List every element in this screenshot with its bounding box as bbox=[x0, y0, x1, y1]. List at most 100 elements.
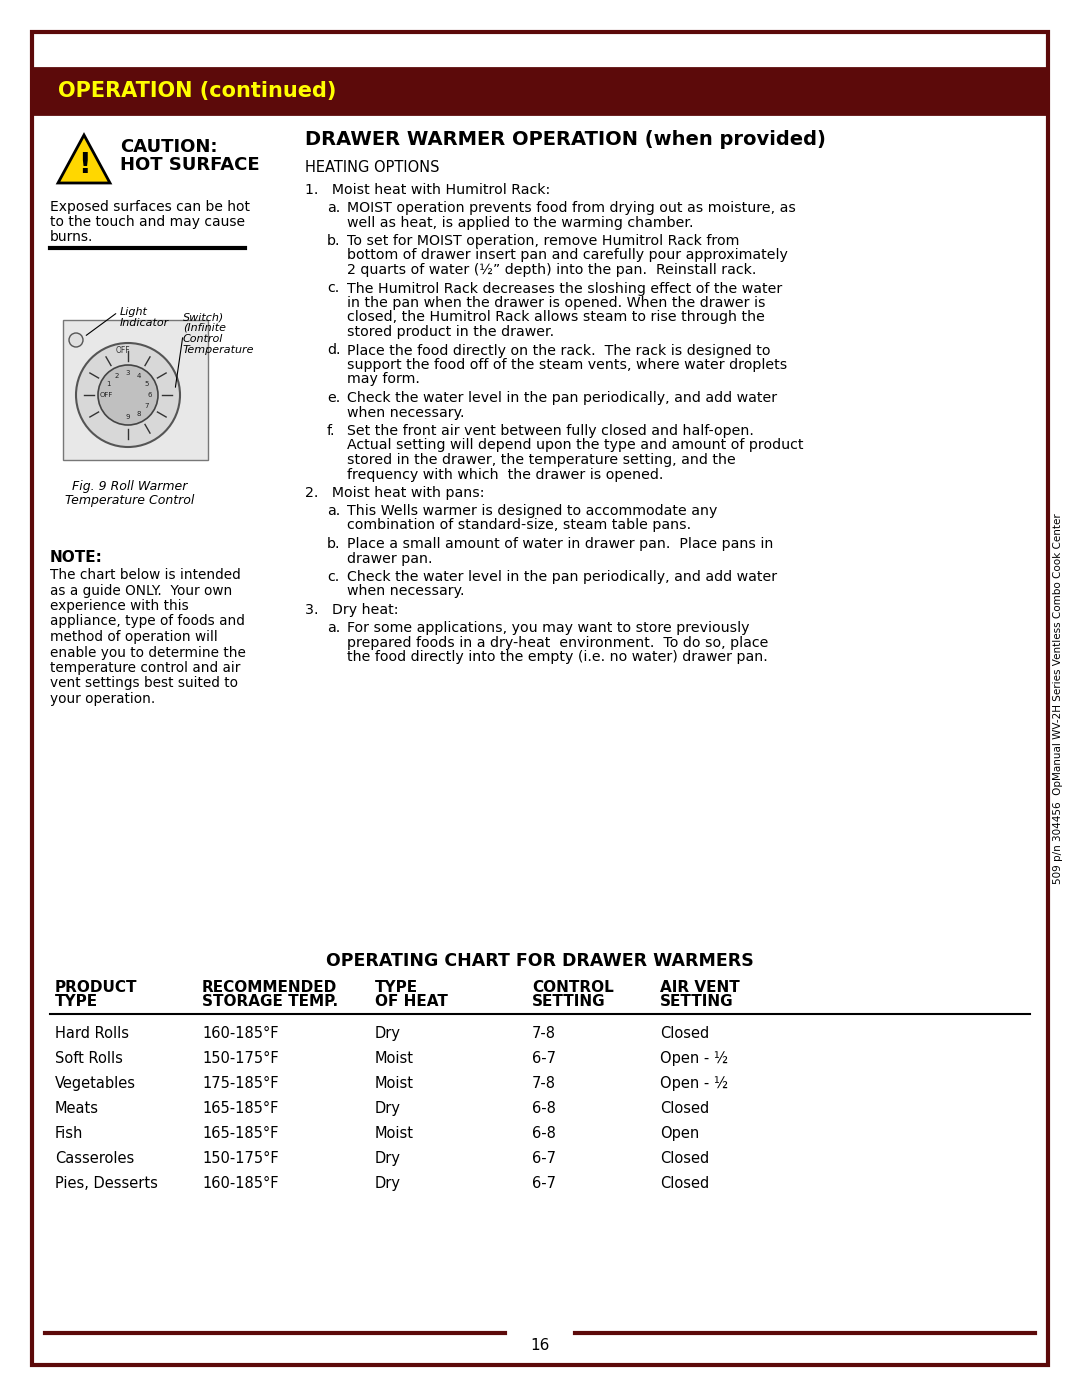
Text: Moist: Moist bbox=[375, 1126, 414, 1141]
Text: CAUTION:: CAUTION: bbox=[120, 138, 217, 156]
Text: RECOMMENDED: RECOMMENDED bbox=[202, 981, 337, 995]
Text: burns.: burns. bbox=[50, 231, 93, 244]
Text: Moist: Moist bbox=[375, 1051, 414, 1066]
Text: 165-185°F: 165-185°F bbox=[202, 1126, 279, 1141]
Text: 5: 5 bbox=[145, 381, 149, 387]
Text: CONTROL: CONTROL bbox=[532, 981, 613, 995]
Text: c.: c. bbox=[327, 282, 339, 296]
Text: Moist: Moist bbox=[375, 1076, 414, 1091]
Text: OPERATING CHART FOR DRAWER WARMERS: OPERATING CHART FOR DRAWER WARMERS bbox=[326, 951, 754, 970]
Text: appliance, type of foods and: appliance, type of foods and bbox=[50, 615, 245, 629]
Text: To set for MOIST operation, remove Humitrol Rack from: To set for MOIST operation, remove Humit… bbox=[347, 235, 740, 249]
Text: 6-7: 6-7 bbox=[532, 1151, 556, 1166]
Text: prepared foods in a dry-heat  environment.  To do so, place: prepared foods in a dry-heat environment… bbox=[347, 636, 768, 650]
Text: a.: a. bbox=[327, 504, 340, 518]
Text: a.: a. bbox=[327, 622, 340, 636]
Text: PRODUCT: PRODUCT bbox=[55, 981, 137, 995]
Text: 7: 7 bbox=[145, 402, 149, 409]
Text: Open - ½: Open - ½ bbox=[660, 1051, 728, 1066]
Text: Exposed surfaces can be hot: Exposed surfaces can be hot bbox=[50, 200, 249, 214]
Text: Check the water level in the pan periodically, and add water: Check the water level in the pan periodi… bbox=[347, 570, 778, 584]
Text: experience with this: experience with this bbox=[50, 599, 189, 613]
Text: This Wells warmer is designed to accommodate any: This Wells warmer is designed to accommo… bbox=[347, 504, 717, 518]
Text: SETTING: SETTING bbox=[532, 995, 606, 1009]
Text: 4: 4 bbox=[137, 373, 141, 379]
Text: 6: 6 bbox=[148, 393, 152, 398]
Text: combination of standard-size, steam table pans.: combination of standard-size, steam tabl… bbox=[347, 518, 691, 532]
Text: 165-185°F: 165-185°F bbox=[202, 1101, 279, 1116]
Circle shape bbox=[69, 332, 83, 346]
Text: Dry: Dry bbox=[375, 1101, 401, 1116]
Text: NOTE:: NOTE: bbox=[50, 550, 103, 564]
Text: may form.: may form. bbox=[347, 373, 420, 387]
Text: well as heat, is applied to the warming chamber.: well as heat, is applied to the warming … bbox=[347, 215, 693, 229]
Text: 6-8: 6-8 bbox=[532, 1126, 556, 1141]
Text: temperature control and air: temperature control and air bbox=[50, 661, 241, 675]
Circle shape bbox=[98, 365, 158, 425]
Text: as a guide ONLY.  Your own: as a guide ONLY. Your own bbox=[50, 584, 232, 598]
Text: !: ! bbox=[78, 151, 91, 179]
Text: Control: Control bbox=[183, 334, 224, 344]
Text: OF HEAT: OF HEAT bbox=[375, 995, 448, 1009]
Text: Closed: Closed bbox=[660, 1176, 710, 1192]
Text: b.: b. bbox=[327, 536, 340, 550]
Text: Hard Rolls: Hard Rolls bbox=[55, 1025, 129, 1041]
Text: Actual setting will depend upon the type and amount of product: Actual setting will depend upon the type… bbox=[347, 439, 804, 453]
Text: a.: a. bbox=[327, 201, 340, 215]
Text: 150-175°F: 150-175°F bbox=[202, 1151, 279, 1166]
Text: OFF: OFF bbox=[99, 393, 112, 398]
Text: 8: 8 bbox=[137, 411, 141, 418]
Text: 7-8: 7-8 bbox=[532, 1076, 556, 1091]
Text: Indicator: Indicator bbox=[120, 319, 170, 328]
Text: Casseroles: Casseroles bbox=[55, 1151, 134, 1166]
Text: 160-185°F: 160-185°F bbox=[202, 1025, 279, 1041]
Text: 7-8: 7-8 bbox=[532, 1025, 556, 1041]
Text: Fig. 9 Roll Warmer: Fig. 9 Roll Warmer bbox=[72, 481, 188, 493]
Text: AIR VENT: AIR VENT bbox=[660, 981, 740, 995]
Text: 1: 1 bbox=[107, 381, 111, 387]
Text: TYPE: TYPE bbox=[375, 981, 418, 995]
Text: frequency with which  the drawer is opened.: frequency with which the drawer is opene… bbox=[347, 468, 663, 482]
Text: STORAGE TEMP.: STORAGE TEMP. bbox=[202, 995, 338, 1009]
Text: Switch): Switch) bbox=[183, 312, 225, 321]
Text: OFF: OFF bbox=[116, 346, 131, 355]
Text: Dry: Dry bbox=[375, 1151, 401, 1166]
Text: in the pan when the drawer is opened. When the drawer is: in the pan when the drawer is opened. Wh… bbox=[347, 296, 766, 310]
Text: drawer pan.: drawer pan. bbox=[347, 552, 432, 566]
Text: HOT SURFACE: HOT SURFACE bbox=[120, 156, 259, 175]
Text: (Infinite: (Infinite bbox=[183, 323, 226, 332]
Text: 6-8: 6-8 bbox=[532, 1101, 556, 1116]
Text: to the touch and may cause: to the touch and may cause bbox=[50, 215, 245, 229]
Polygon shape bbox=[63, 320, 208, 460]
Text: c.: c. bbox=[327, 570, 339, 584]
Text: support the food off of the steam vents, where water droplets: support the food off of the steam vents,… bbox=[347, 358, 787, 372]
Text: MOIST operation prevents food from drying out as moisture, as: MOIST operation prevents food from dryin… bbox=[347, 201, 796, 215]
Text: 1.   Moist heat with Humitrol Rack:: 1. Moist heat with Humitrol Rack: bbox=[305, 183, 550, 197]
Text: method of operation will: method of operation will bbox=[50, 630, 218, 644]
Text: 6-7: 6-7 bbox=[532, 1051, 556, 1066]
Text: The chart below is intended: The chart below is intended bbox=[50, 569, 241, 583]
Text: when necessary.: when necessary. bbox=[347, 405, 464, 419]
Text: 160-185°F: 160-185°F bbox=[202, 1176, 279, 1192]
Text: b.: b. bbox=[327, 235, 340, 249]
Text: 3: 3 bbox=[125, 370, 131, 376]
Text: Pies, Desserts: Pies, Desserts bbox=[55, 1176, 158, 1192]
Text: 2.   Moist heat with pans:: 2. Moist heat with pans: bbox=[305, 486, 485, 500]
Text: 16: 16 bbox=[530, 1338, 550, 1354]
Text: 509 p/n 304456  OpManual WV-2H Series Ventless Combo Cook Center: 509 p/n 304456 OpManual WV-2H Series Ven… bbox=[1053, 513, 1063, 884]
Text: Light: Light bbox=[120, 307, 148, 317]
Text: Dry: Dry bbox=[375, 1176, 401, 1192]
Text: your operation.: your operation. bbox=[50, 692, 156, 705]
Text: e.: e. bbox=[327, 391, 340, 405]
Text: stored product in the drawer.: stored product in the drawer. bbox=[347, 326, 554, 339]
Text: 9: 9 bbox=[125, 414, 131, 420]
Text: Temperature: Temperature bbox=[183, 345, 255, 355]
Text: 175-185°F: 175-185°F bbox=[202, 1076, 279, 1091]
Bar bbox=[32, 68, 1048, 115]
Text: vent settings best suited to: vent settings best suited to bbox=[50, 676, 238, 690]
Text: enable you to determine the: enable you to determine the bbox=[50, 645, 246, 659]
Text: the food directly into the empty (i.e. no water) drawer pan.: the food directly into the empty (i.e. n… bbox=[347, 650, 768, 664]
Text: TYPE: TYPE bbox=[55, 995, 98, 1009]
Text: Place the food directly on the rack.  The rack is designed to: Place the food directly on the rack. The… bbox=[347, 344, 770, 358]
Text: bottom of drawer insert pan and carefully pour approximately: bottom of drawer insert pan and carefull… bbox=[347, 249, 788, 263]
